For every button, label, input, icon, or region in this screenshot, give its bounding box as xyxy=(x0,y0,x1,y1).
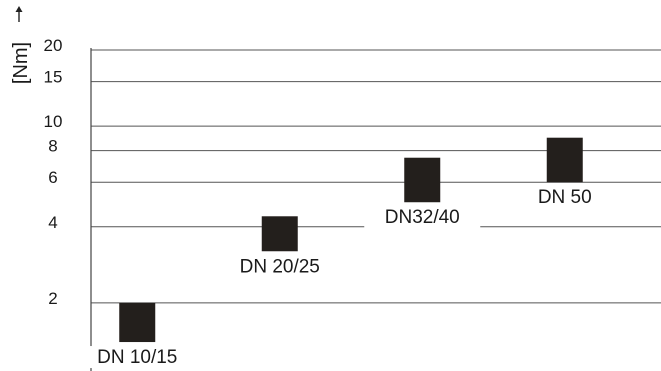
y-tick-label: 8 xyxy=(48,137,57,156)
y-tick-label: 4 xyxy=(48,213,57,232)
category-label: DN 20/25 xyxy=(240,256,320,277)
y-axis-label: [Nm] xyxy=(10,42,32,84)
label-backdrop xyxy=(364,206,481,229)
category-label: DN32/40 xyxy=(385,207,460,228)
grid-lines xyxy=(91,49,661,304)
category-label: DN 10/15 xyxy=(97,347,177,368)
range-bar xyxy=(546,137,583,183)
y-axis-arrow-icon xyxy=(15,6,23,22)
range-bar xyxy=(119,302,156,343)
y-tick-label: 15 xyxy=(44,68,63,87)
label-backdrop xyxy=(221,255,338,278)
category-labels: DN 10/15 DN 20/25 DN32/40 DN 50 xyxy=(79,186,623,369)
y-tick-label: 20 xyxy=(44,36,63,55)
y-tick-label: 10 xyxy=(44,112,63,131)
y-tick-labels: 2 4 6 8 10 15 20 xyxy=(44,36,63,308)
label-backdrop xyxy=(506,186,623,209)
label-backdrop xyxy=(79,346,196,369)
category-label: DN 50 xyxy=(538,187,592,208)
bars xyxy=(119,137,583,343)
y-tick-label: 2 xyxy=(48,289,57,308)
y-tick-label: 6 xyxy=(48,168,57,187)
range-bar xyxy=(261,216,298,252)
range-bar xyxy=(404,157,441,203)
